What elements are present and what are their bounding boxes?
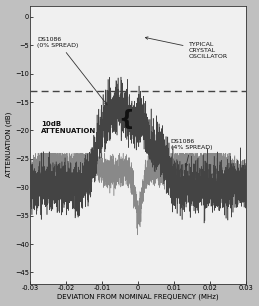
Text: DS1086
(4% SPREAD): DS1086 (4% SPREAD) [170,139,212,166]
Y-axis label: ATTENUATION (dB): ATTENUATION (dB) [5,112,12,177]
X-axis label: DEVIATION FROM NOMINAL FREQUENCY (MHz): DEVIATION FROM NOMINAL FREQUENCY (MHz) [57,294,219,300]
Text: DS1086
(0% SPREAD): DS1086 (0% SPREAD) [37,37,107,105]
Text: {: { [118,109,134,129]
Text: TYPICAL
CRYSTAL
OSCILLATOR: TYPICAL CRYSTAL OSCILLATOR [145,37,228,59]
Text: 10dB
ATTENUATION: 10dB ATTENUATION [41,121,96,134]
